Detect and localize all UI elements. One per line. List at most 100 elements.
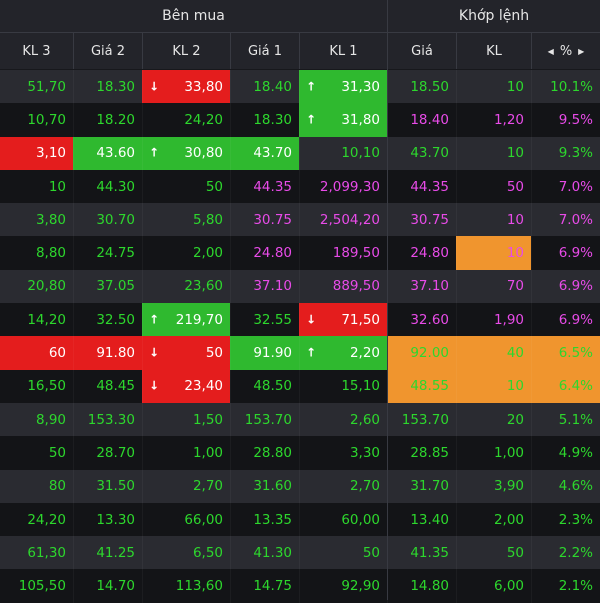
sort-left-icon[interactable]: ◀ (547, 46, 554, 56)
cell-gia: 24.80 (387, 236, 456, 270)
cell-percent: 6.4% (531, 369, 600, 403)
cell-value: 1,50 (192, 411, 223, 428)
cell-value: 8,80 (35, 245, 66, 262)
cell-gia: 13.40 (387, 502, 456, 537)
cell-value: 91.80 (96, 345, 135, 362)
cell-value: 80 (48, 478, 66, 495)
cell-kl: 20 (456, 402, 531, 437)
table-row[interactable]: 80 31.50 2,70 31.60 2,70 31.70 3,90 4.6% (0, 469, 600, 503)
cell-value: 23,40 (184, 378, 223, 395)
cell-gia: 32.60 (387, 303, 456, 337)
col-header-percent[interactable]: ◀ % ▶ (531, 33, 600, 69)
cell-gia: 153.70 (387, 402, 456, 437)
table-row[interactable]: 14,20 32.50 ↑ 219,70 32.55 ↓ 71,50 32.60 1,90 6.9… (0, 303, 600, 337)
cell-kl: 1,00 (456, 436, 531, 470)
cell-kl1: ↑ 31,80 (299, 103, 387, 137)
cell-value: 31,30 (341, 78, 380, 95)
cell-value: 6.9% (558, 278, 593, 295)
cell-value: 153.70 (401, 411, 449, 428)
col-header-gia[interactable]: Giá (387, 33, 456, 69)
cell-value: 2.2% (558, 544, 593, 561)
cell-gia2: 14.70 (73, 569, 142, 603)
table-row[interactable]: 3,80 30.70 5,80 30.75 2,504,20 30.75 10 7.0% (0, 203, 600, 237)
col-header-kl1[interactable]: KL 1 (299, 33, 387, 69)
table-row[interactable]: 50 28.70 1,00 28.80 3,30 28.85 1,00 4.9% (0, 436, 600, 470)
table-row[interactable]: 10 44.30 50 44.35 2,099,30 44.35 50 7.0% (0, 169, 600, 204)
cell-kl3: 51,70 (0, 70, 73, 103)
cell-value: 24.80 (253, 245, 292, 262)
cell-kl2: 24,20 (142, 103, 230, 137)
cell-value: 50 (506, 178, 524, 195)
cell-value: 6,50 (192, 544, 223, 561)
cell-kl2: 5,80 (142, 203, 230, 237)
table-row[interactable]: 24,20 13.30 66,00 13.35 60,00 13.40 2,00 2.3% (0, 502, 600, 537)
table-row[interactable]: 20,80 37.05 23,60 37.10 889,50 37.10 70 6.9% (0, 269, 600, 304)
cell-gia2: 91.80 (73, 336, 142, 370)
cell-value: 41.25 (96, 544, 135, 561)
cell-value: 10,70 (27, 111, 66, 128)
cell-kl: 1,20 (456, 103, 531, 137)
cell-kl1: 15,10 (299, 369, 387, 403)
cell-kl3: 24,20 (0, 503, 73, 536)
arrow-up-icon: ↑ (306, 345, 317, 360)
cell-kl3: 60 (0, 336, 73, 370)
cell-value: 18.40 (253, 78, 292, 95)
cell-kl2: ↓ 23,40 (142, 369, 230, 403)
col-header-gia1[interactable]: Giá 1 (230, 33, 299, 69)
cell-percent: 6.9% (531, 269, 600, 304)
cell-percent: 10.1% (531, 70, 600, 104)
cell-gia2: 44.30 (73, 169, 142, 204)
cell-value: 2.1% (558, 578, 593, 595)
cell-value: 16,50 (27, 378, 66, 395)
table-row[interactable]: 8,90 153.30 1,50 153.70 2,60 153.70 20 5.1% (0, 402, 600, 437)
cell-kl3: 16,50 (0, 370, 73, 403)
cell-value: 14,20 (27, 311, 66, 328)
cell-kl2: ↓ 33,80 (142, 70, 230, 104)
cell-value: 92.00 (410, 345, 449, 362)
cell-value: 105,50 (18, 578, 66, 595)
cell-value: 43.70 (253, 145, 292, 162)
cell-kl3: 20,80 (0, 270, 73, 303)
table-row[interactable]: 51,70 18.30 ↓ 33,80 18.40 ↑ 31,30 18.50 10 10.1% (0, 70, 600, 104)
cell-gia: 44.35 (387, 169, 456, 204)
cell-kl1: ↓ 71,50 (299, 303, 387, 337)
cell-value: 3,30 (349, 444, 380, 461)
cell-value: 37.10 (410, 278, 449, 295)
cell-value: 32.50 (96, 311, 135, 328)
table-row[interactable]: 105,50 14.70 113,60 14.75 92,90 14.80 6,00 2.1% (0, 569, 600, 603)
cell-gia1: 41.30 (230, 536, 299, 570)
col-header-kl2[interactable]: KL 2 (142, 33, 230, 69)
cell-value: 189,50 (332, 245, 380, 262)
cell-value: 28.85 (410, 444, 449, 461)
cell-kl3: 50 (0, 436, 73, 469)
cell-percent: 6.9% (531, 303, 600, 337)
col-header-gia2[interactable]: Giá 2 (73, 33, 142, 69)
sort-right-icon[interactable]: ▶ (578, 46, 585, 56)
cell-value: 18.40 (410, 111, 449, 128)
cell-gia: 28.85 (387, 436, 456, 470)
cell-gia: 30.75 (387, 203, 456, 237)
cell-kl: 10 (456, 70, 531, 104)
cell-gia: 92.00 (387, 336, 456, 370)
table-row[interactable]: 61,30 41.25 6,50 41.30 50 41.35 50 2.2% (0, 536, 600, 570)
cell-kl1: 2,60 (299, 402, 387, 437)
table-row[interactable]: 16,50 48.45 ↓ 23,40 48.50 15,10 48.55 10 6.4% (0, 369, 600, 403)
cell-value: 20 (506, 411, 524, 428)
table-row[interactable]: 3,10 43.60 ↑ 30,80 43.70 10,10 43.70 10 9.3% (0, 136, 600, 170)
cell-percent: 4.6% (531, 469, 600, 503)
cell-percent: 9.3% (531, 136, 600, 170)
cell-value: 6.9% (558, 245, 593, 262)
cell-value: 48.55 (410, 378, 449, 395)
table-row[interactable]: 8,80 24.75 2,00 24.80 189,50 24.80 10 6.9% (0, 236, 600, 270)
cell-value: 6.4% (558, 378, 593, 395)
col-header-kl[interactable]: KL (456, 33, 531, 69)
cell-kl: 70 (456, 269, 531, 304)
col-header-kl3[interactable]: KL 3 (22, 43, 51, 59)
cell-value: 153.70 (244, 411, 292, 428)
table-row[interactable]: 10,70 18.20 24,20 18.30 ↑ 31,80 18.40 1,20 9.5% (0, 103, 600, 137)
cell-kl2: 50 (142, 169, 230, 204)
table-row[interactable]: 60 91.80 ↓ 50 91.90 ↑ 2,20 92.00 40 6.5% (0, 336, 600, 370)
cell-value: 28.80 (253, 444, 292, 461)
cell-kl3: 10,70 (0, 103, 73, 136)
cell-value: 4.6% (558, 478, 593, 495)
